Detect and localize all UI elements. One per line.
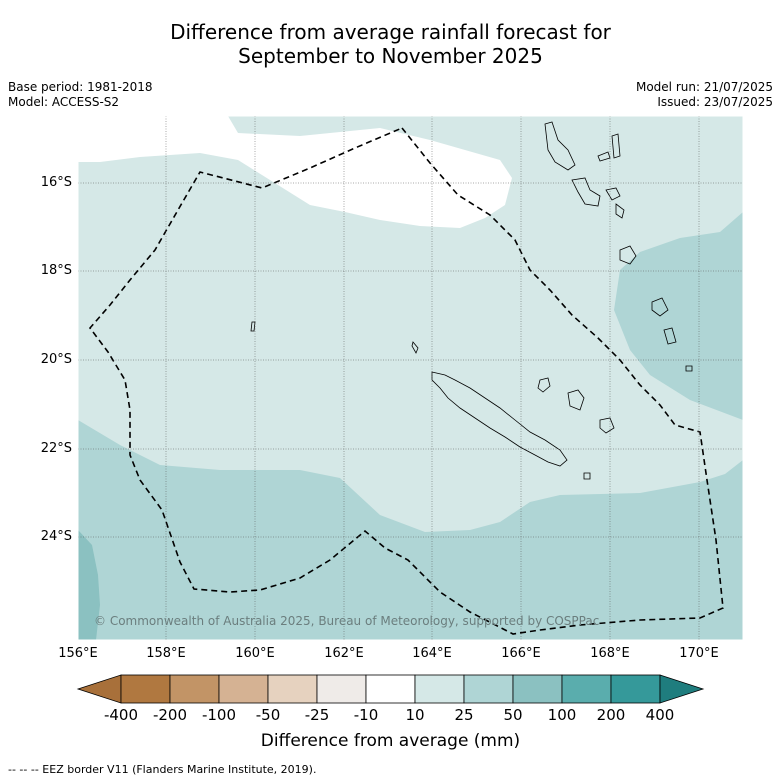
lon-label-162e: 162°E xyxy=(324,646,364,661)
colorbar-bin xyxy=(365,674,416,704)
model-name: Model: ACCESS-S2 xyxy=(8,95,120,109)
region-neutral xyxy=(78,116,512,228)
eez-footnote: -- -- -- EEZ border V11 (Flanders Marine… xyxy=(8,763,317,776)
lat-label-24s: 24°S xyxy=(40,529,72,544)
region-50-100 xyxy=(78,530,100,640)
lon-label-160e: 160°E xyxy=(235,646,275,661)
colorbar-tick-label: 200 xyxy=(596,706,626,724)
map-frame xyxy=(77,115,744,641)
colorbar-bin xyxy=(267,674,318,704)
left-meta: Base period: 1981-2018 Model: ACCESS-S2 xyxy=(8,80,153,110)
colorbar-tick-label: -10 xyxy=(353,706,379,724)
issued-date: Issued: 23/07/2025 xyxy=(657,95,773,109)
colorbar-tick-label: 25 xyxy=(454,706,474,724)
lat-label-20s: 20°S xyxy=(40,352,72,367)
colorbar-title: Difference from average (mm) xyxy=(260,731,521,751)
lat-label-18s: 18°S xyxy=(40,263,72,278)
colorbar-tick-label: -200 xyxy=(152,706,188,724)
lat-label-22s: 22°S xyxy=(40,441,72,456)
colorbar-bin xyxy=(512,674,563,704)
region-25-50-east xyxy=(545,116,743,420)
colorbar-tick-label: 100 xyxy=(547,706,577,724)
colorbar-tick-label: -400 xyxy=(103,706,139,724)
colorbar-tick-label: -50 xyxy=(255,706,281,724)
lon-label-158e: 158°E xyxy=(146,646,186,661)
colorbar-bin xyxy=(561,674,612,704)
colorbar-tick-label: -100 xyxy=(201,706,237,724)
lon-label-168e: 168°E xyxy=(590,646,630,661)
lon-label-166e: 166°E xyxy=(501,646,541,661)
title-line-1: Difference from average rainfall forecas… xyxy=(170,20,611,44)
colorbar-extend-high xyxy=(659,674,705,704)
lon-label-170e: 170°E xyxy=(679,646,719,661)
colorbar-tick-label: -25 xyxy=(304,706,330,724)
lon-label-156e: 156°E xyxy=(58,646,98,661)
model-run: Model run: 21/07/2025 xyxy=(635,80,773,94)
colorbar-extend-low xyxy=(76,674,122,704)
new-caledonia xyxy=(431,371,568,467)
colorbar xyxy=(76,674,705,704)
colorbar-tick-label: 10 xyxy=(405,706,425,724)
title-line-2: September to November 2025 xyxy=(238,44,543,68)
colorbar-bin xyxy=(316,674,367,704)
colorbar-bin xyxy=(463,674,514,704)
graticule xyxy=(78,116,743,640)
colorbar-bin xyxy=(414,674,465,704)
map-title: Difference from average rainfall forecas… xyxy=(0,20,781,68)
colorbar-bin xyxy=(610,674,661,704)
small-islands xyxy=(250,321,591,480)
vanuatu-islands xyxy=(544,121,693,372)
region-25-50-south xyxy=(78,420,743,640)
colorbar-bin xyxy=(169,674,220,704)
lon-label-164e: 164°E xyxy=(412,646,452,661)
colorbar-tick-label: 50 xyxy=(503,706,523,724)
lat-label-16s: 16°S xyxy=(40,175,72,190)
colorbar-bin xyxy=(218,674,269,704)
loyalty-islands xyxy=(537,377,615,434)
eez-border xyxy=(88,127,724,635)
copyright-notice: © Commonwealth of Australia 2025, Bureau… xyxy=(94,614,600,628)
colorbar-tick-label: 400 xyxy=(645,706,675,724)
colorbar-bin xyxy=(120,674,171,704)
right-meta: Model run: 21/07/2025 Issued: 23/07/2025 xyxy=(636,80,773,110)
base-period: Base period: 1981-2018 xyxy=(8,80,153,94)
